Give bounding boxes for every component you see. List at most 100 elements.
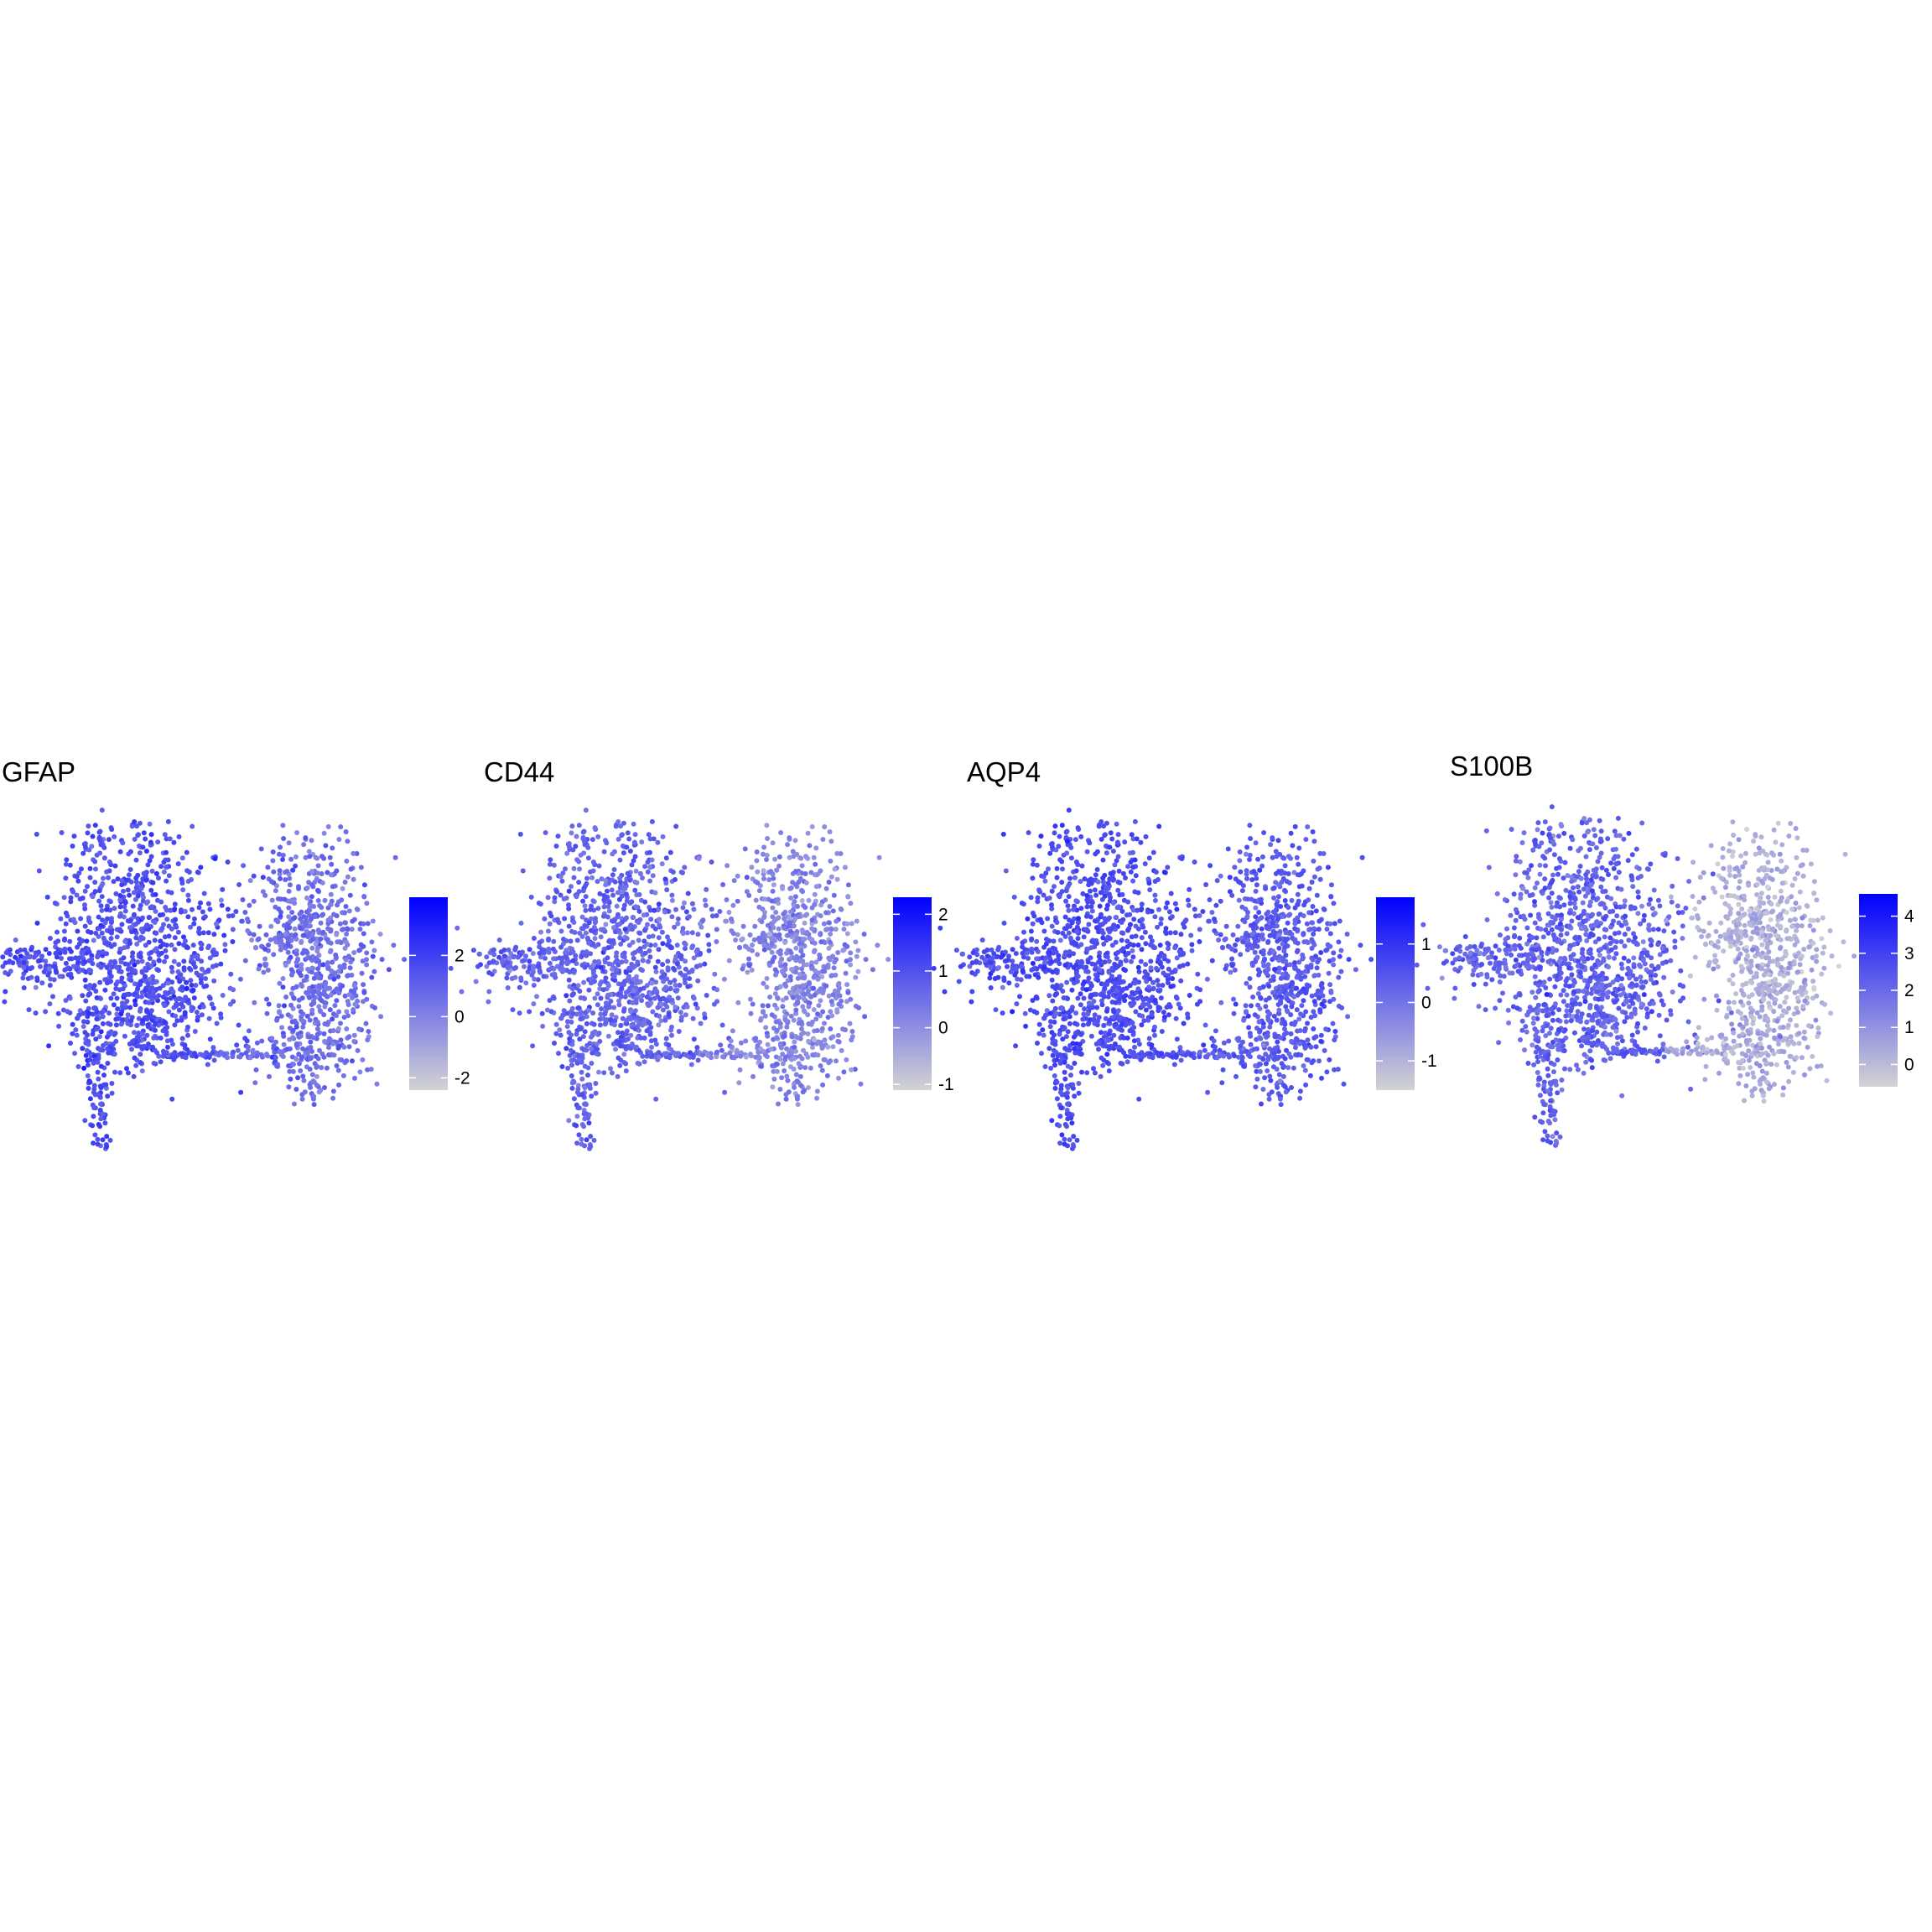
cell-point [831, 965, 837, 971]
panel-aqp4: AQP4 10-1 [931, 756, 1437, 1151]
cell-point [695, 932, 701, 937]
cell-point [119, 1000, 125, 1006]
cell-point [164, 1025, 170, 1031]
cell-point [315, 863, 321, 869]
cell-point [791, 955, 797, 961]
cell-point [277, 868, 283, 874]
cell-point [289, 910, 295, 915]
cell-point [737, 944, 742, 950]
cell-point [34, 831, 39, 837]
cell-point [186, 870, 192, 875]
cell-point [91, 1114, 96, 1119]
cell-point [759, 919, 765, 925]
cell-point [273, 939, 279, 945]
cell-point [1189, 948, 1195, 953]
cell-point [629, 984, 635, 989]
cell-point [251, 932, 257, 937]
cell-point [127, 867, 133, 872]
cell-point [191, 916, 197, 922]
cell-point [107, 928, 113, 934]
cell-point [552, 899, 558, 905]
cell-point [318, 1009, 324, 1015]
cell-point [181, 965, 187, 971]
cell-point [302, 1089, 308, 1095]
cell-point [592, 979, 597, 984]
cell-point [636, 1027, 641, 1033]
cell-point [792, 881, 798, 887]
cell-point [301, 1078, 307, 1083]
cell-point [91, 937, 96, 943]
cell-point [80, 850, 86, 856]
cell-point [176, 834, 182, 839]
cell-point [672, 924, 678, 930]
cell-point [106, 868, 112, 874]
cell-point [615, 819, 621, 824]
cell-point [269, 879, 274, 885]
cell-point [1131, 917, 1137, 922]
cell-point [835, 1038, 841, 1044]
cell-point [67, 956, 72, 962]
cell-point [942, 989, 948, 995]
cell-point [316, 1004, 322, 1010]
cell-point [787, 920, 792, 926]
cell-point [626, 974, 631, 979]
cell-point [769, 942, 775, 947]
cell-point [765, 1041, 771, 1047]
cell-point [1111, 1009, 1117, 1015]
cell-point [822, 1021, 827, 1026]
cell-point [805, 1012, 811, 1018]
cell-point [793, 945, 799, 951]
cell-point [336, 990, 342, 996]
cell-point [295, 956, 301, 962]
cell-point [803, 880, 809, 886]
cell-point [1105, 994, 1111, 1000]
cell-point [125, 887, 131, 893]
cell-point [139, 891, 145, 897]
cell-point [1066, 907, 1072, 913]
cell-point [1110, 901, 1116, 906]
cell-point [683, 946, 688, 952]
cell-point [610, 937, 616, 943]
cell-point [667, 979, 673, 985]
cell-point [748, 1010, 754, 1016]
cell-point [59, 830, 65, 835]
cell-point [378, 1014, 384, 1020]
cell-point [179, 1017, 184, 1023]
cell-point [761, 980, 766, 986]
cell-point [343, 829, 349, 834]
cell-point [288, 1002, 294, 1008]
cell-point [753, 897, 759, 903]
cell-point [601, 1070, 607, 1076]
cell-point [250, 1052, 256, 1057]
cell-point [570, 958, 576, 963]
cell-point [584, 953, 589, 958]
cell-point [641, 1035, 647, 1041]
cell-point [268, 923, 274, 929]
cell-point [665, 965, 671, 971]
cell-point [835, 950, 841, 955]
cell-point [172, 935, 178, 941]
cell-point [103, 1082, 109, 1088]
cell-point [646, 832, 652, 838]
cell-point [316, 1089, 322, 1095]
cell-point [1172, 967, 1178, 973]
cell-point [776, 854, 782, 860]
cell-point [296, 997, 302, 1003]
cell-point [827, 904, 833, 909]
cell-point [1178, 1057, 1184, 1063]
cell-point [769, 1012, 775, 1018]
cell-point [746, 963, 752, 969]
cell-point [26, 1007, 32, 1013]
cell-point [288, 1076, 293, 1082]
cell-point [777, 1087, 783, 1092]
cell-point [134, 994, 140, 1000]
cell-point [94, 1026, 100, 1032]
cell-point [1057, 937, 1063, 943]
cell-point [314, 948, 320, 954]
cell-point [327, 949, 333, 954]
cell-point [290, 1027, 296, 1033]
cell-point [239, 918, 245, 924]
cell-point [761, 851, 766, 857]
cell-point [608, 1066, 613, 1072]
